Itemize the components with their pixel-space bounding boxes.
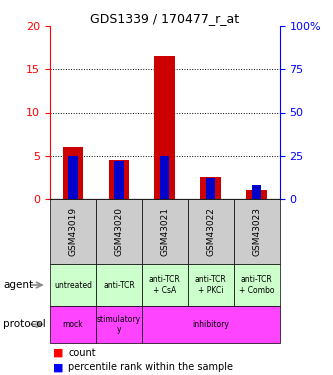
Bar xyxy=(206,178,215,199)
Text: ■: ■ xyxy=(53,363,64,372)
Bar xyxy=(63,147,83,199)
Text: GSM43023: GSM43023 xyxy=(252,207,261,256)
Text: percentile rank within the sample: percentile rank within the sample xyxy=(68,363,233,372)
Text: agent: agent xyxy=(3,280,33,290)
Text: GSM43020: GSM43020 xyxy=(114,207,124,256)
Text: anti-TCR
+ Combo: anti-TCR + Combo xyxy=(239,275,274,295)
Text: count: count xyxy=(68,348,96,357)
Text: ■: ■ xyxy=(53,348,64,357)
Text: anti-TCR
+ PKCi: anti-TCR + PKCi xyxy=(195,275,227,295)
Text: untreated: untreated xyxy=(54,280,92,290)
Bar xyxy=(160,156,169,199)
Bar xyxy=(109,160,129,199)
Text: stimulatory
y: stimulatory y xyxy=(97,315,141,334)
Text: GSM43022: GSM43022 xyxy=(206,207,215,256)
Bar xyxy=(155,57,175,199)
Text: GSM43021: GSM43021 xyxy=(160,207,169,256)
Title: GDS1339 / 170477_r_at: GDS1339 / 170477_r_at xyxy=(90,12,239,25)
Bar xyxy=(68,156,78,199)
Text: protocol: protocol xyxy=(3,320,46,329)
Text: mock: mock xyxy=(63,320,83,329)
Text: GSM43019: GSM43019 xyxy=(68,207,78,256)
Text: inhibitory: inhibitory xyxy=(192,320,229,329)
Bar xyxy=(252,185,261,199)
Bar xyxy=(246,190,267,199)
Text: anti-TCR
+ CsA: anti-TCR + CsA xyxy=(149,275,181,295)
Text: anti-TCR: anti-TCR xyxy=(103,280,135,290)
Bar xyxy=(200,177,221,199)
Bar xyxy=(114,161,124,199)
